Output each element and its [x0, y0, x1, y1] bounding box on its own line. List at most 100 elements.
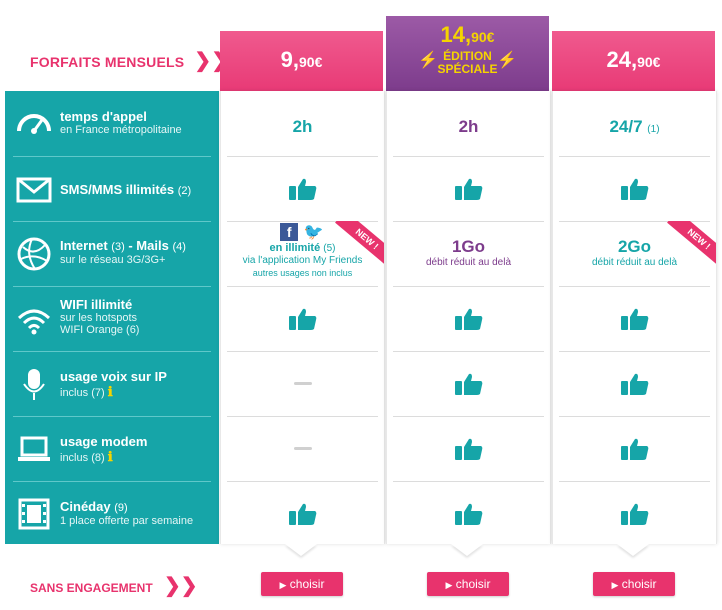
divider	[559, 416, 710, 417]
laptop-icon	[18, 436, 50, 461]
thumbs-up-icon	[620, 373, 648, 395]
column-arrow	[617, 544, 649, 556]
feature-title: usage voix sur IP	[60, 369, 167, 384]
speedometer-icon	[17, 114, 51, 134]
divider	[227, 481, 378, 482]
divider	[393, 351, 544, 352]
divider	[13, 221, 211, 222]
film-icon	[18, 498, 50, 530]
plan1-calls-cell: 2h	[221, 91, 384, 156]
plan1-price-header: 9,90€	[220, 31, 383, 91]
divider	[227, 156, 378, 157]
feature-sub-text: inclus	[60, 387, 89, 399]
divider	[559, 351, 710, 352]
feature-sub: inclus (7) ℹ	[60, 384, 113, 399]
plan1-cineday-cell	[221, 481, 384, 546]
feature-title-text: SMS/MMS illimités	[60, 182, 175, 197]
thumbs-up-icon	[620, 178, 648, 200]
divider	[13, 286, 211, 287]
double-chevron-icon: ❯❯	[164, 575, 198, 597]
feature-sub: sur les hotspots	[60, 312, 138, 324]
plan1-internet-cell: f 🐦 en illimité (5) via l'application My…	[221, 221, 384, 286]
facebook-icon: f	[280, 223, 299, 241]
plan2-internet-main: 1Go	[451, 237, 486, 256]
divider	[13, 351, 211, 352]
plan3-internet-cell: 2Go débit réduit au delà NEW !	[553, 221, 716, 286]
thumbs-up-icon	[620, 438, 648, 460]
plan3-internet-sub: débit réduit au delà	[591, 257, 678, 268]
divider	[559, 156, 710, 157]
plan3-cineday-cell	[553, 481, 716, 546]
feature-sub: 1 place offerte par semaine	[60, 515, 194, 527]
plan1-price-cents: 90€	[299, 54, 323, 70]
not-included-dash	[293, 447, 312, 450]
plan2-modem-cell	[387, 416, 550, 481]
plan3-internet-main: 2Go	[617, 237, 652, 256]
feature-row-sms: SMS/MMS illimités (2)	[5, 156, 219, 221]
thumbs-up-icon	[454, 373, 482, 395]
plan2-cineday-cell	[387, 481, 550, 546]
plan2-wifi-cell	[387, 286, 550, 351]
divider	[559, 286, 710, 287]
choisir-button-plan1[interactable]: ▶ choisir	[261, 572, 343, 596]
plan1-calls-value: 2h	[292, 117, 313, 136]
envelope-icon	[16, 177, 52, 203]
feature-title-text2: - Mails	[124, 238, 169, 253]
plan3-wifi-cell	[553, 286, 716, 351]
divider	[393, 481, 544, 482]
plan1-internet-note: (5)	[323, 243, 336, 254]
feature-sub: sur le réseau 3G/3G+	[60, 254, 166, 266]
divider	[393, 156, 544, 157]
lightning-left-icon: ⚡	[418, 52, 438, 69]
feature-note: (9)	[114, 502, 128, 514]
feature-row-cineday: Cinéday (9) 1 place offerte par semaine	[5, 481, 219, 546]
plan2-price-cents: 90€	[471, 29, 495, 45]
feature-note: (8)	[91, 452, 105, 464]
feature-title: SMS/MMS illimités (2)	[60, 182, 191, 197]
globe-icon	[17, 237, 51, 271]
divider	[227, 351, 378, 352]
thumbs-up-icon	[454, 308, 482, 330]
feature-title: WIFI illimité	[60, 297, 133, 312]
plan1-modem-cell	[221, 416, 384, 481]
choisir-button-plan3[interactable]: ▶ choisir	[593, 572, 675, 596]
feature-row-wifi: WIFI illimité sur les hotspots WIFI Oran…	[5, 286, 219, 351]
info-icon[interactable]: ℹ	[107, 384, 113, 399]
feature-title-text: Internet	[60, 238, 108, 253]
play-icon: ▶	[279, 580, 287, 590]
wifi-icon	[17, 309, 51, 335]
plan1-voip-cell	[221, 351, 384, 416]
plan2-sms-cell	[387, 156, 550, 221]
thumbs-up-icon	[620, 308, 648, 330]
social-icons: f 🐦	[221, 223, 384, 242]
thumbs-up-icon	[454, 503, 482, 525]
badge-line1: ÉDITION	[443, 49, 492, 63]
feature-title: usage modem	[60, 434, 148, 449]
plan3-calls-value: 24/7	[609, 117, 643, 136]
feature-title: Internet (3) - Mails (4)	[60, 238, 186, 253]
sans-engagement-label: SANS ENGAGEMENT ❯❯	[30, 575, 198, 597]
plan3-calls-cell: 24/7 (1)	[553, 91, 716, 156]
play-icon: ▶	[611, 580, 619, 590]
plan1-column: 2h f 🐦 en illimité (5) via l'application…	[220, 91, 385, 544]
thumbs-up-icon	[288, 503, 316, 525]
divider	[227, 286, 378, 287]
choisir-button-plan2[interactable]: ▶ choisir	[427, 572, 509, 596]
sans-engagement-text: SANS ENGAGEMENT	[30, 581, 153, 595]
feature-sub: en France métropolitaine	[60, 124, 182, 136]
choisir-label: choisir	[289, 577, 325, 591]
feature-sub: inclus (8) ℹ	[60, 449, 113, 464]
plan1-internet-main: en illimité	[269, 242, 321, 254]
plan2-voip-cell	[387, 351, 550, 416]
plan1-price-main: 9,	[280, 47, 299, 72]
plan2-calls-value: 2h	[458, 117, 479, 136]
info-icon[interactable]: ℹ	[107, 449, 113, 464]
divider	[227, 416, 378, 417]
plan2-price-header: 14,90€ ⚡ ÉDITION SPÉCIALE ⚡	[386, 16, 549, 91]
lightning-right-icon: ⚡	[497, 52, 517, 69]
divider	[393, 221, 544, 222]
feature-title-text: Cinéday	[60, 499, 111, 514]
divider	[559, 221, 710, 222]
feature-note: (3)	[111, 241, 125, 253]
plan2-column: 2h 1Go débit réduit au delà	[386, 91, 551, 544]
